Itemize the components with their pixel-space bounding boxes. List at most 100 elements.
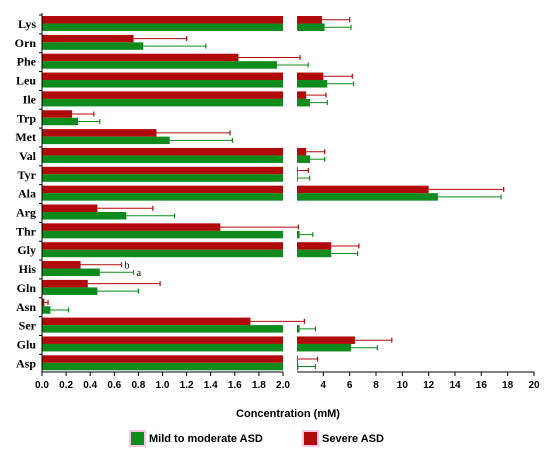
bar-mild-phe <box>42 61 277 69</box>
category-label-leu: Leu <box>16 74 36 88</box>
bar-mild-ile <box>42 98 283 107</box>
x-tick-label-left-7: 1.4 <box>204 380 218 391</box>
x-tick-label-left-0: 0.0 <box>35 380 49 391</box>
x-tick-label-left-8: 1.6 <box>228 380 242 391</box>
bar-mild-met <box>42 136 170 145</box>
bar-mild-asp <box>42 362 283 371</box>
bar-mild-asn <box>42 306 51 314</box>
x-tick-label-right-6: 14 <box>449 380 461 391</box>
bar-mild-leu-right <box>297 80 328 88</box>
bar-mild-tyr <box>42 174 283 182</box>
category-label-his: His <box>19 262 37 276</box>
bar-severe-ile-right <box>297 91 307 99</box>
category-label-asn: Asn <box>16 300 36 314</box>
bars-layer: Lys Orn Phe Leu Ile Trp Met Val Tyr Ala Arg Thr Gly H… <box>15 16 505 371</box>
bar-severe-asn <box>42 298 45 307</box>
bar-mild-ala-right <box>297 193 438 201</box>
bar-severe-ala <box>42 185 283 194</box>
bar-severe-ile <box>42 91 283 99</box>
bar-mild-arg <box>42 212 127 220</box>
category-label-ala: Ala <box>18 187 36 201</box>
x-tick-label-right-5: 12 <box>423 380 435 391</box>
category-label-ile: Ile <box>23 92 37 106</box>
bar-mild-ala <box>42 193 283 201</box>
category-label-tyr: Tyr <box>18 168 37 182</box>
chart: Lys Orn Phe Leu Ile Trp Met Val Tyr Ala Arg Thr Gly H… <box>15 13 540 420</box>
bar-severe-glu-right <box>297 336 355 344</box>
category-label-gly: Gly <box>17 243 36 257</box>
x-tick-label-right-8: 18 <box>502 380 514 391</box>
x-tick-label-left-6: 1.2 <box>180 380 194 391</box>
bar-severe-val-right <box>297 147 307 156</box>
legend-item-mild: Mild to moderate ASD <box>131 432 263 445</box>
x-tick-label-right-9: 20 <box>528 380 540 391</box>
category-label-lys: Lys <box>18 17 36 31</box>
bar-severe-tyr <box>42 166 283 175</box>
bar-mild-glu <box>42 343 283 352</box>
category-label-phe: Phe <box>17 55 37 69</box>
bar-mild-thr <box>42 230 283 239</box>
x-tick-label-left-9: 1.8 <box>252 380 266 391</box>
x-tick-label-left-4: 0.8 <box>131 380 145 391</box>
bar-mild-gln <box>42 287 98 295</box>
bar-severe-gln <box>42 279 88 288</box>
axes-layer: 0.0 0.2 0.4 0.6 0.8 1.0 1.2 1.4 1.6 1.8 2.0 4 6 8 10 12… <box>35 13 540 391</box>
bar-mild-orn <box>42 42 144 50</box>
legend-swatch-severe <box>304 432 317 445</box>
category-label-orn: Orn <box>15 36 37 50</box>
x-axis-title: Concentration (mM) <box>236 408 340 420</box>
bar-severe-gly-right <box>297 242 332 250</box>
bar-mild-lys-right <box>297 23 325 31</box>
legend-item-severe: Severe ASD <box>304 432 384 445</box>
category-label-asp: Asp <box>16 356 36 370</box>
category-label-glu: Glu <box>17 337 37 351</box>
bar-severe-his <box>42 261 81 269</box>
category-label-gln: Gln <box>17 281 37 295</box>
annotation-his-mild: a <box>137 268 142 279</box>
bar-severe-val <box>42 147 283 156</box>
bar-mild-tyr-right <box>297 174 298 182</box>
bar-severe-gly <box>42 242 283 250</box>
bar-severe-asp <box>42 355 283 363</box>
x-tick-label-left-5: 1.0 <box>156 380 170 391</box>
bar-severe-met <box>42 129 157 137</box>
bar-severe-asp-right <box>297 355 298 363</box>
bar-severe-lys-right <box>297 16 323 24</box>
bar-mild-ile-right <box>297 98 311 107</box>
legend-label-mild: Mild to moderate ASD <box>149 432 263 445</box>
bar-mild-ser-right <box>297 325 300 333</box>
bar-severe-lys <box>42 16 283 24</box>
x-tick-label-right-7: 16 <box>476 380 488 391</box>
bar-severe-arg <box>42 204 98 212</box>
category-label-thr: Thr <box>16 224 37 238</box>
category-label-ser: Ser <box>19 319 37 333</box>
bar-mild-val-right <box>297 155 311 163</box>
bar-mild-his <box>42 268 100 277</box>
legend-label-severe: Severe ASD <box>322 432 384 445</box>
x-tick-label-left-10: 2.0 <box>276 380 290 391</box>
category-label-trp: Trp <box>17 111 36 125</box>
x-tick-label-right-4: 10 <box>397 380 409 391</box>
x-tick-label-right-2: 6 <box>347 380 353 391</box>
bar-severe-leu <box>42 72 283 81</box>
x-tick-label-right-3: 8 <box>373 380 379 391</box>
bar-mild-asp-right <box>297 362 299 371</box>
annotation-his-severe: b <box>125 260 130 271</box>
bar-mild-ser <box>42 325 283 333</box>
bar-severe-glu <box>42 336 283 344</box>
bar-mild-leu <box>42 80 283 88</box>
bar-mild-gly-right <box>297 249 332 258</box>
x-tick-label-left-3: 0.6 <box>107 380 121 391</box>
bar-mild-gly <box>42 249 283 258</box>
bar-mild-glu-right <box>297 343 351 352</box>
bar-severe-orn <box>42 34 134 43</box>
bar-mild-val <box>42 155 283 163</box>
category-label-arg: Arg <box>16 206 36 220</box>
bar-severe-trp <box>42 110 73 118</box>
bar-severe-thr <box>42 223 221 231</box>
legend-swatch-mild <box>131 432 144 445</box>
bar-severe-phe <box>42 53 239 62</box>
bar-mild-thr-right <box>297 230 300 239</box>
bar-mild-lys <box>42 23 283 31</box>
bar-severe-leu-right <box>297 72 324 81</box>
